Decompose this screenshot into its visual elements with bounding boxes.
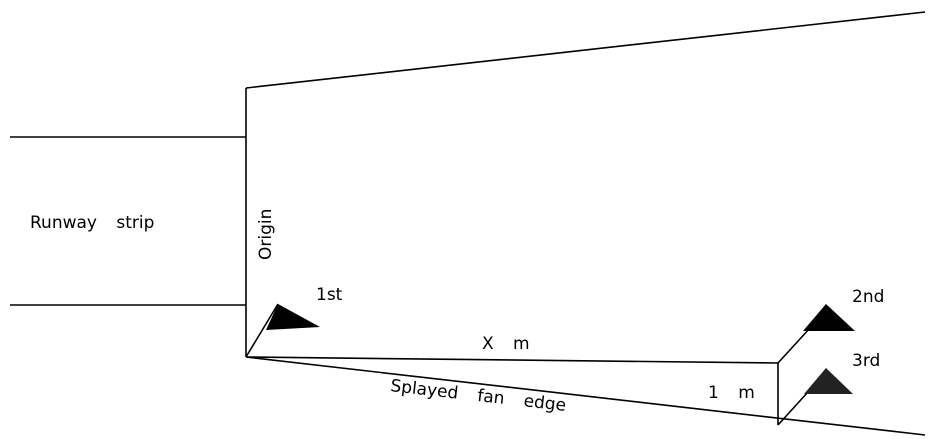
fan-edge — [245, 11, 926, 89]
flag-pole — [777, 327, 811, 364]
runway-label: Runway strip — [30, 213, 154, 233]
flag-pole — [245, 303, 279, 358]
dimension-label: 1 m — [708, 383, 755, 403]
flag — [804, 368, 853, 394]
flag — [266, 304, 320, 330]
dimension-label: X m — [482, 334, 530, 354]
flag-pole — [777, 391, 809, 426]
marker-label: 1st — [316, 285, 343, 305]
fan-edge — [245, 356, 926, 436]
origin-label: Origin — [256, 209, 276, 260]
distance-line — [245, 356, 779, 364]
flag — [803, 304, 855, 331]
edge-label: Splayed fan edge — [389, 376, 567, 416]
marker-label: 2nd — [852, 287, 884, 307]
marker-label: 3rd — [852, 351, 880, 371]
